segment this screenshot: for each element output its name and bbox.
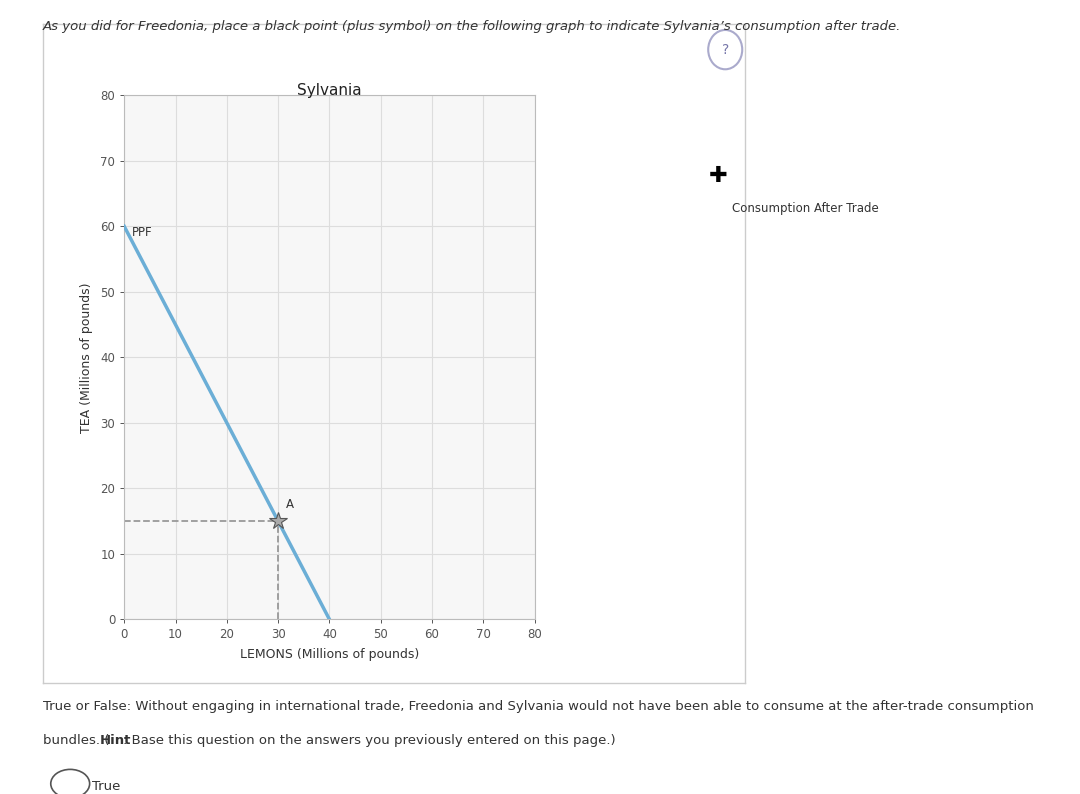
Text: Consumption After Trade: Consumption After Trade [732, 202, 879, 215]
Text: A: A [286, 498, 294, 511]
Text: ✚: ✚ [708, 166, 728, 187]
Text: bundles. (: bundles. ( [43, 734, 109, 746]
Text: ?: ? [721, 44, 729, 57]
Text: True: True [92, 780, 120, 792]
X-axis label: LEMONS (Millions of pounds): LEMONS (Millions of pounds) [240, 648, 419, 661]
Text: True or False: Without engaging in international trade, Freedonia and Sylvania w: True or False: Without engaging in inter… [43, 700, 1034, 713]
Text: Sylvania: Sylvania [297, 83, 362, 98]
Text: : Base this question on the answers you previously entered on this page.): : Base this question on the answers you … [123, 734, 616, 746]
Y-axis label: TEA (Millions of pounds): TEA (Millions of pounds) [80, 282, 93, 433]
Text: PPF: PPF [132, 226, 152, 240]
Text: Hint: Hint [99, 734, 131, 746]
Text: As you did for Freedonia, place a black point (plus symbol) on the following gra: As you did for Freedonia, place a black … [43, 20, 902, 33]
